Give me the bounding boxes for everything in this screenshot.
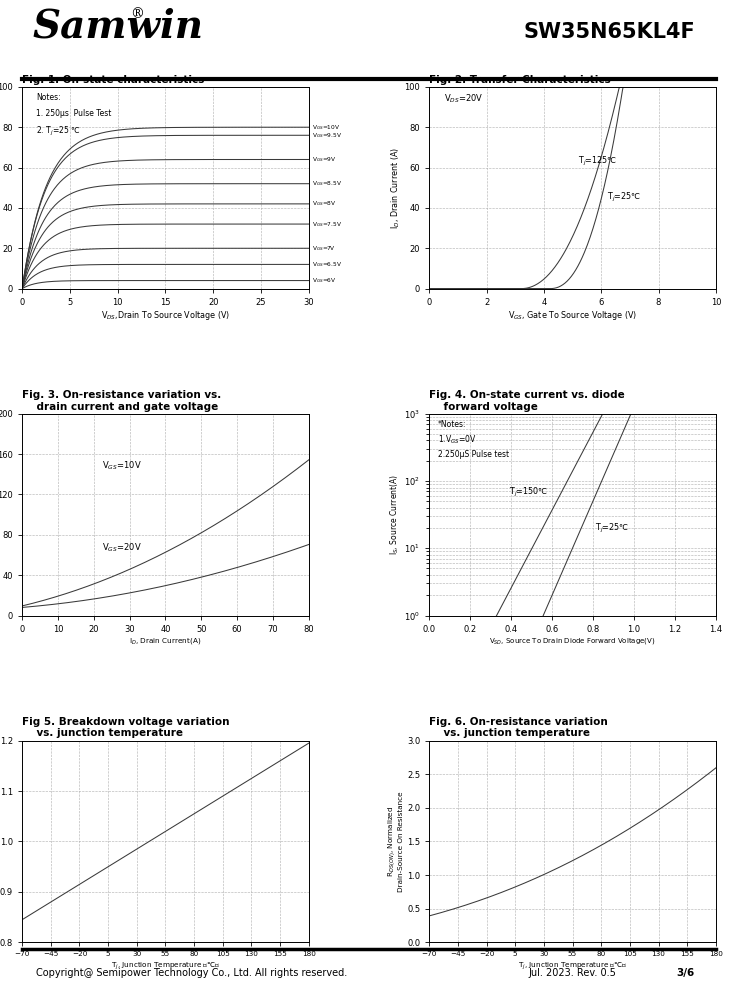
X-axis label: T$_j$, Junction Temperature （℃）: T$_j$, Junction Temperature （℃） [518,960,627,972]
Text: V$_{GS}$=8.5V: V$_{GS}$=8.5V [311,179,342,188]
Text: Fig. 6. On-resistance variation
    vs. junction temperature: Fig. 6. On-resistance variation vs. junc… [430,717,608,738]
Text: Fig. 1. On-state characteristics: Fig. 1. On-state characteristics [22,75,204,85]
Text: V$_{GS}$=7.5V: V$_{GS}$=7.5V [311,220,342,229]
Text: T$_j$=150℃: T$_j$=150℃ [509,486,549,499]
Text: V$_{DS}$=20V: V$_{DS}$=20V [444,93,483,105]
Text: Jul. 2023. Rev. 0.5: Jul. 2023. Rev. 0.5 [528,968,616,978]
X-axis label: V$_{SD}$, Source To Drain Diode Forward Voltage(V): V$_{SD}$, Source To Drain Diode Forward … [489,636,656,646]
Y-axis label: I$_S$, Source Current(A): I$_S$, Source Current(A) [389,474,401,555]
X-axis label: T$_j$, Junction Temperature （℃）: T$_j$, Junction Temperature （℃） [111,960,220,972]
Text: 1. 250μs  Pulse Test: 1. 250μs Pulse Test [36,109,112,118]
Text: V$_{GS}$=6.5V: V$_{GS}$=6.5V [311,260,342,269]
Text: Fig. 3. On-resistance variation vs.
    drain current and gate voltage: Fig. 3. On-resistance variation vs. drai… [22,390,221,412]
Text: 2.250μS Pulse test: 2.250μS Pulse test [438,450,509,459]
Text: Notes:: Notes: [36,93,61,102]
Text: SW35N65KL4F: SW35N65KL4F [523,22,695,42]
X-axis label: V$_{DS}$,Drain To Source Voltage (V): V$_{DS}$,Drain To Source Voltage (V) [101,309,230,322]
Text: *Notes:: *Notes: [438,420,466,429]
Y-axis label: I$_D$, Drain Current (A): I$_D$, Drain Current (A) [389,147,401,229]
Text: T$_j$=125℃: T$_j$=125℃ [579,155,618,168]
Text: V$_{GS}$=7V: V$_{GS}$=7V [311,244,335,253]
Text: V$_{GS}$=10V: V$_{GS}$=10V [103,459,142,472]
Text: T$_j$=25℃: T$_j$=25℃ [596,522,630,535]
Text: V$_{GS}$=6V: V$_{GS}$=6V [311,276,337,285]
X-axis label: V$_{GS}$, Gate To Source Voltage (V): V$_{GS}$, Gate To Source Voltage (V) [508,309,637,322]
Text: Fig 5. Breakdown voltage variation
    vs. junction temperature: Fig 5. Breakdown voltage variation vs. j… [22,717,230,738]
Text: V$_{GS}$=9.5V: V$_{GS}$=9.5V [311,131,342,140]
Text: Fig. 2. Transfer Characteristics: Fig. 2. Transfer Characteristics [430,75,611,85]
Text: V$_{GS}$=8V: V$_{GS}$=8V [311,199,337,208]
Y-axis label: R$_{DS(ON)}$, Normalized
Drain-Source On Resistance: R$_{DS(ON)}$, Normalized Drain-Source On… [387,791,404,892]
Text: T$_j$=25℃: T$_j$=25℃ [607,191,641,204]
Text: Copyright@ Semipower Technology Co., Ltd. All rights reserved.: Copyright@ Semipower Technology Co., Ltd… [36,968,348,978]
Text: V$_{GS}$=9V: V$_{GS}$=9V [311,155,337,164]
Text: Fig. 4. On-state current vs. diode
    forward voltage: Fig. 4. On-state current vs. diode forwa… [430,390,625,412]
Text: ®: ® [130,7,144,21]
Text: 1.V$_{GS}$=0V: 1.V$_{GS}$=0V [438,434,477,446]
Text: V$_{GS}$=20V: V$_{GS}$=20V [103,542,142,554]
Text: Samwin: Samwin [32,8,204,46]
Text: 3/6: 3/6 [677,968,695,978]
Text: V$_{GS}$=10V: V$_{GS}$=10V [311,123,340,132]
Text: 2. T$_j$=25 ℃: 2. T$_j$=25 ℃ [36,125,81,138]
X-axis label: I$_D$, Drain Current(A): I$_D$, Drain Current(A) [129,636,201,646]
